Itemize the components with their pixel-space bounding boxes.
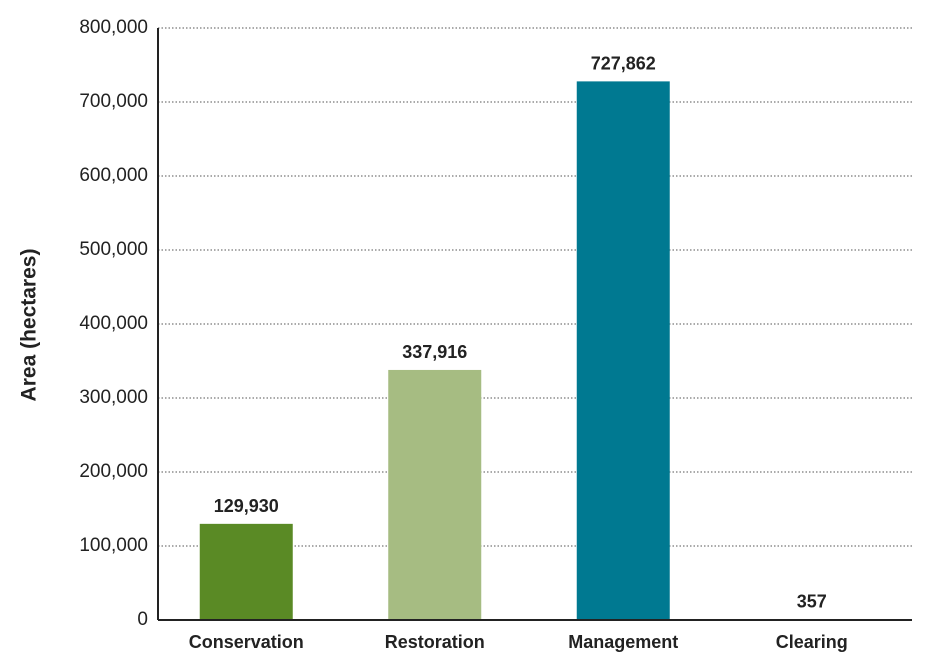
y-tick-label: 500,000: [79, 239, 148, 260]
y-tick-label: 600,000: [79, 165, 148, 186]
bar: [576, 81, 670, 620]
y-tick-label: 200,000: [79, 461, 148, 482]
y-tick-label: 0: [137, 609, 148, 630]
x-category-label: Clearing: [776, 632, 848, 652]
x-category-label: Restoration: [385, 632, 485, 652]
y-tick-label: 800,000: [79, 17, 148, 38]
x-category-label: Conservation: [189, 632, 304, 652]
bar: [388, 369, 482, 620]
y-tick-label: 100,000: [79, 535, 148, 556]
gridlines: [158, 27, 912, 547]
bars: [199, 81, 859, 620]
y-axis-title: Area (hectares): [18, 249, 41, 402]
y-axis-ticks: 0 100,000 200,000 300,000 400,000 500,000 600,…: [79, 17, 148, 630]
data-label: 727,862: [591, 53, 656, 73]
y-tick-label: 400,000: [79, 313, 148, 334]
data-label: 357: [797, 592, 827, 612]
y-tick-label: 700,000: [79, 91, 148, 112]
data-labels: 129,930 337,916 727,862 357: [214, 53, 827, 611]
data-label: 129,930: [214, 496, 279, 516]
x-axis-categories: Conservation Restoration Management Clearin…: [189, 632, 848, 652]
y-tick-label: 300,000: [79, 387, 148, 408]
data-label: 337,916: [402, 342, 467, 362]
x-category-label: Management: [568, 632, 678, 652]
bar: [199, 523, 293, 620]
